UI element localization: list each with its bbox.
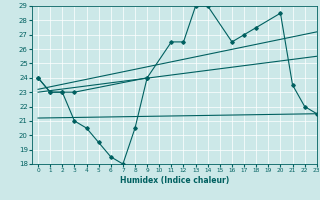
- X-axis label: Humidex (Indice chaleur): Humidex (Indice chaleur): [120, 176, 229, 185]
